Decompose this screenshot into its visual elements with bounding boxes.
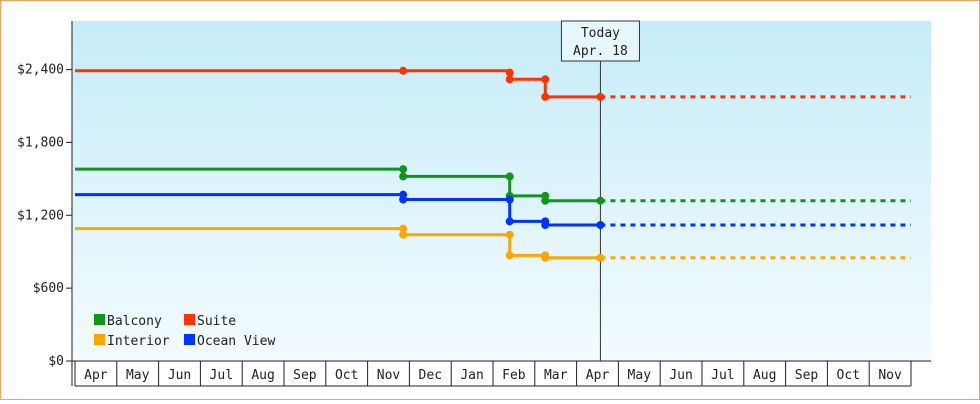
series-point-suite	[541, 92, 550, 101]
series-point-balcony	[596, 196, 605, 205]
x-tick-label: Jan	[460, 368, 483, 383]
series-point-ocean-view	[505, 217, 514, 226]
x-tick-label: May	[126, 368, 150, 383]
series-point-interior	[399, 230, 408, 239]
series-point-balcony	[399, 165, 408, 174]
x-tick-label: May	[628, 368, 652, 383]
x-tick-label: Jun	[168, 368, 191, 383]
x-tick-label: Dec	[419, 368, 442, 383]
series-point-ocean-view	[505, 195, 514, 204]
legend-swatch-balcony	[94, 314, 105, 325]
x-tick-label: Aug	[753, 368, 776, 383]
x-tick-label: Nov	[377, 368, 401, 383]
legend-label-balcony: Balcony	[107, 314, 162, 329]
legend-label-suite: Suite	[197, 314, 236, 329]
series-point-interior	[541, 253, 550, 262]
x-tick-label: Mar	[544, 368, 568, 383]
series-point-interior	[399, 224, 408, 233]
y-tick-label: $600	[33, 281, 64, 296]
x-tick-label: Jul	[711, 368, 734, 383]
series-point-suite	[505, 75, 514, 84]
x-tick-label: Oct	[335, 368, 358, 383]
series-point-suite	[541, 75, 550, 84]
legend-label-interior: Interior	[107, 334, 170, 349]
x-tick-label: Oct	[837, 368, 860, 383]
x-tick-label: Apr	[84, 368, 108, 383]
y-tick-label: $2,400	[17, 63, 64, 78]
series-point-ocean-view	[541, 221, 550, 229]
series-point-ocean-view	[596, 221, 605, 229]
series-point-balcony	[399, 172, 408, 181]
series-point-interior	[505, 230, 514, 239]
x-tick-label: Apr	[586, 368, 610, 383]
legend-swatch-interior	[94, 334, 105, 345]
series-point-balcony	[541, 196, 550, 205]
series-point-suite	[399, 66, 408, 75]
today-date-label: Apr. 18	[573, 44, 628, 59]
today-label: Today	[581, 26, 620, 41]
y-tick-label: $1,200	[17, 208, 64, 223]
legend-swatch-ocean-view	[184, 334, 195, 345]
x-tick-label: Jun	[669, 368, 692, 383]
legend-swatch-suite	[184, 314, 195, 325]
x-tick-label: Sep	[293, 368, 317, 383]
today-box	[560, 20, 640, 62]
x-tick-label: Aug	[251, 368, 274, 383]
series-point-interior	[505, 251, 514, 260]
x-tick-label: Nov	[878, 368, 902, 383]
y-tick-label: $1,800	[17, 135, 64, 150]
x-tick-label: Feb	[502, 368, 526, 383]
legend-label-ocean-view: Ocean View	[197, 334, 275, 349]
series-point-balcony	[505, 172, 514, 181]
x-tick-label: Jul	[210, 368, 233, 383]
series-point-interior	[596, 253, 605, 262]
y-tick-label: $0	[48, 354, 64, 369]
series-point-suite	[596, 92, 605, 101]
series-point-ocean-view	[399, 195, 408, 204]
plot-background	[72, 21, 931, 361]
x-tick-label: Sep	[795, 368, 819, 383]
series-point-suite	[505, 68, 514, 77]
